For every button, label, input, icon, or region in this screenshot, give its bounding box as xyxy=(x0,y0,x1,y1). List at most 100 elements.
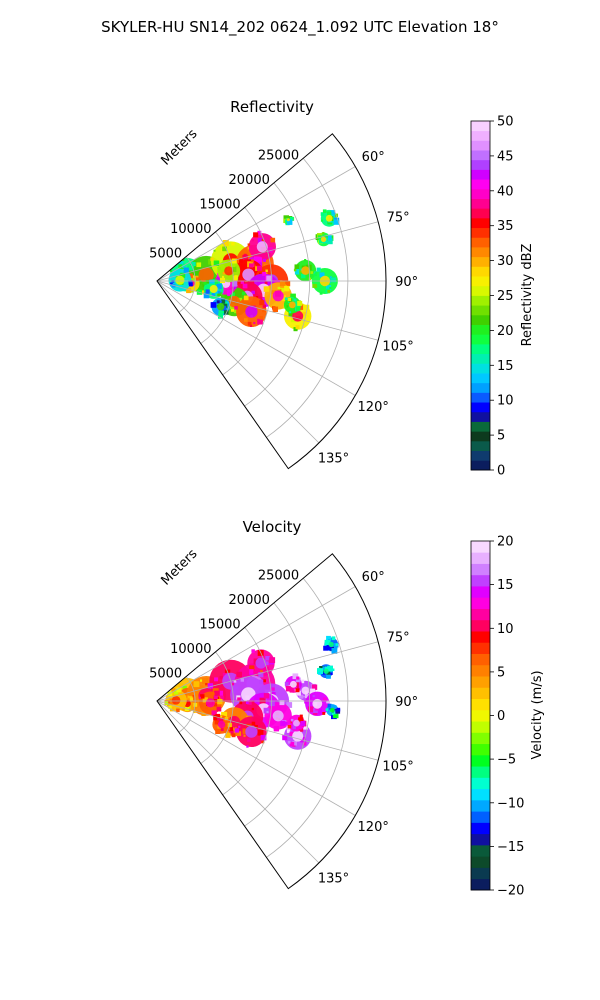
echo-pixel xyxy=(280,288,285,293)
echo-pixel xyxy=(214,677,218,682)
echo-pixel xyxy=(272,306,278,312)
echo-pixel xyxy=(262,304,266,308)
colorbar-tick-label: 25 xyxy=(497,289,514,304)
echo-pixel xyxy=(231,262,236,267)
echo-pixel xyxy=(243,734,246,737)
echo-pixel xyxy=(231,242,235,246)
colorbar-tick-label: 15 xyxy=(497,578,514,593)
echo-pixel xyxy=(330,704,334,708)
colorbar-segment xyxy=(471,247,490,258)
echo-pixel xyxy=(214,690,220,696)
echo-pixel xyxy=(263,707,270,714)
echo-core xyxy=(320,236,327,243)
colorbar-segment xyxy=(471,754,490,767)
echo-pixel xyxy=(262,258,266,262)
echo-pixel xyxy=(231,258,237,264)
azimuth-spoke xyxy=(156,641,379,702)
echo-pixel xyxy=(186,288,192,294)
velocity-colorbar-label: Velocity (m/s) xyxy=(530,670,545,759)
range-tick-label: 15000 xyxy=(199,197,240,212)
echo-pixel xyxy=(208,259,214,265)
echo-pixel xyxy=(257,318,263,325)
colorbar-tick-label: 20 xyxy=(497,535,514,550)
echo-core xyxy=(325,214,333,222)
echo-pixel xyxy=(267,247,273,253)
echo-pixel xyxy=(232,285,237,289)
echo-pixel xyxy=(254,724,258,729)
echo-pixel xyxy=(228,728,231,731)
colorbar-tick-label: 5 xyxy=(497,665,505,680)
echo-pixel xyxy=(247,243,251,246)
range-ring xyxy=(244,602,310,827)
reflectivity-echoes xyxy=(168,209,340,332)
colorbar-tick-label: 0 xyxy=(497,464,505,479)
echo-pixel xyxy=(284,682,289,686)
echo-pixel xyxy=(246,745,249,748)
echo-pixel xyxy=(323,697,328,702)
range-ring xyxy=(244,182,310,407)
echo-pixel xyxy=(251,707,254,711)
azimuth-spoke xyxy=(156,221,379,282)
echo-pixel xyxy=(220,728,224,732)
echo-pixel xyxy=(195,275,199,279)
echo-pixel xyxy=(227,301,230,304)
echo-pixel xyxy=(289,686,296,693)
echo-pixel xyxy=(310,271,314,274)
echo-pixel xyxy=(297,300,303,306)
echo-pixel xyxy=(202,678,208,684)
echo-pixel xyxy=(183,267,189,273)
azimuth-tick-label: 60° xyxy=(362,150,385,165)
echo-pixel xyxy=(231,281,238,287)
azimuth-tick-label: 75° xyxy=(387,630,410,645)
echo-pixel xyxy=(327,290,331,293)
colorbar-tick-label: 10 xyxy=(497,394,514,409)
colorbar-segment xyxy=(471,833,490,846)
echo-core xyxy=(329,707,335,713)
colorbar-segment xyxy=(471,822,490,835)
colorbar-tick-label: −15 xyxy=(497,840,524,855)
echo-pixel xyxy=(331,668,335,671)
reflectivity-range-axis-label: Meters xyxy=(159,126,201,168)
echo-pixel xyxy=(261,740,265,744)
echo-pixel xyxy=(290,293,296,300)
echo-pixel xyxy=(296,306,301,311)
colorbar-segment xyxy=(471,198,490,209)
echo-pixel xyxy=(229,730,234,735)
echo-pixel xyxy=(188,282,193,287)
echo-pixel xyxy=(287,297,292,302)
echo-pixel xyxy=(215,713,221,719)
echo-pixel xyxy=(196,262,202,268)
echo-pixel xyxy=(265,656,270,661)
echo-pixel xyxy=(306,315,309,318)
colorbar-segment xyxy=(471,121,490,132)
echo-pixel xyxy=(235,686,239,690)
echo-pixel xyxy=(212,709,216,712)
echo-core xyxy=(171,696,181,705)
echo-pixel xyxy=(265,269,268,272)
sector-outline xyxy=(156,553,387,890)
range-tick-label: 10000 xyxy=(170,222,211,237)
echo-core xyxy=(245,725,258,738)
echo-pixel xyxy=(205,683,208,686)
echo-pixel xyxy=(230,688,236,694)
echo-pixel xyxy=(251,649,255,653)
echo-pixel xyxy=(284,314,288,318)
echo-pixel xyxy=(299,694,304,699)
echo-pixel xyxy=(215,728,221,734)
echo-core xyxy=(292,730,304,742)
colorbar-segment xyxy=(471,421,490,432)
colorbar-segment xyxy=(471,732,490,745)
echo-core xyxy=(224,266,234,276)
echo-pixel xyxy=(292,740,297,746)
echo-pixel xyxy=(214,720,219,725)
echo-pixel xyxy=(290,317,296,323)
echo-pixel xyxy=(191,261,196,267)
azimuth-tick-label: 120° xyxy=(358,400,389,415)
echo-pixel xyxy=(325,708,329,712)
echo-pixel xyxy=(260,253,265,258)
echo-pixel xyxy=(168,705,172,709)
echo-pixel xyxy=(257,238,264,244)
echo-pixel xyxy=(213,249,216,252)
echo-pixel xyxy=(219,695,224,701)
echo-pixel xyxy=(240,280,244,284)
